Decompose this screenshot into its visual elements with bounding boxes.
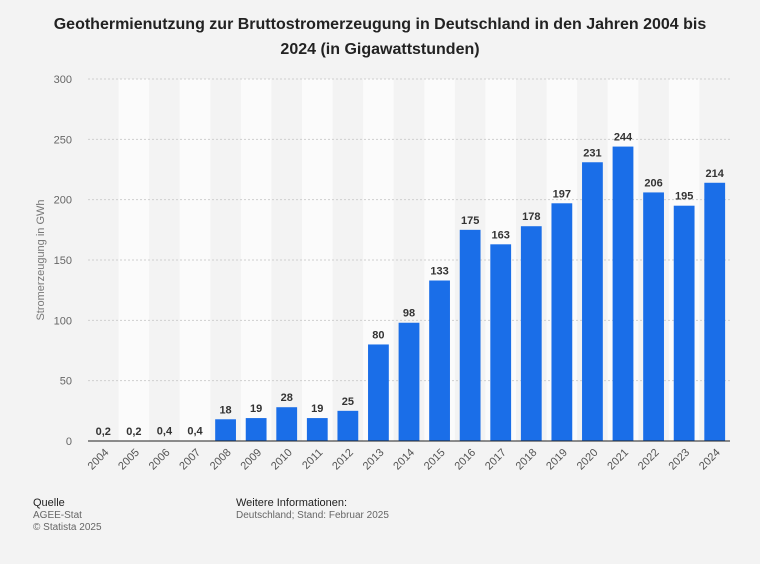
bar-chart: 0 50 100 150 200 250 300 0,2 0,2 0,4 0,4 18 19 28 19 25… [35,74,730,473]
x-tick-label: 2005 [116,447,142,473]
x-tick-label: 2012 [330,447,356,473]
x-tick-label: 2017 [483,447,509,473]
data-label: 25 [342,396,354,408]
data-label: 206 [644,177,662,189]
data-label: 28 [281,392,293,404]
y-tick-label: 0 [66,436,72,448]
x-tick-label: 2008 [208,447,234,473]
x-tick-label: 2022 [636,447,662,473]
y-tick-label: 300 [54,74,72,86]
data-label: 0,2 [96,426,111,438]
data-label: 195 [675,191,693,203]
y-axis-label: Stromerzeugung in GWh [35,199,47,320]
data-label: 98 [403,308,415,320]
source-line-2: © Statista 2025 [33,522,102,533]
x-tick-label: 2021 [605,447,631,473]
x-tick-label: 2020 [575,447,601,473]
x-tick-label: 2011 [300,447,325,472]
data-label: 214 [706,168,725,180]
data-label: 197 [553,188,571,200]
x-tick-label: 2006 [147,447,173,473]
bar [704,182,726,442]
bar [276,407,298,441]
y-tick-label: 200 [54,195,72,207]
x-tick-label: 2004 [86,447,112,473]
data-label: 175 [461,215,479,227]
x-tick-label: 2014 [391,447,417,473]
bar [551,203,573,441]
data-label: 178 [522,211,540,223]
bar [245,418,267,441]
chart-title: Geothermienutzung zur Bruttostromerzeugu… [53,16,707,58]
bar [368,344,389,441]
bar [398,322,420,441]
bar [215,419,236,441]
y-tick-label: 250 [54,134,72,146]
x-tick-label: 2019 [544,447,570,473]
info-heading: Weitere Informationen: [236,497,348,509]
source-line-1: AGEE-Stat [33,510,82,521]
data-label: 19 [311,403,323,415]
x-tick-label: 2023 [666,447,692,473]
x-tick-label: 2024 [697,447,723,473]
y-tick-label: 150 [54,255,72,267]
bar [459,229,481,441]
bar [490,244,512,441]
bar [429,280,450,441]
bar [582,162,603,441]
bar [673,205,695,441]
x-tick-label: 2007 [177,447,203,473]
data-label: 133 [430,266,448,278]
data-label: 18 [219,404,231,416]
bar [306,418,328,441]
x-tick-label: 2015 [422,447,448,473]
data-label: 0,4 [187,426,203,438]
bar [520,226,542,441]
data-label: 19 [250,403,262,415]
bar [643,192,664,441]
x-tick-label: 2016 [452,447,478,473]
data-label: 231 [583,147,601,159]
y-tick-label: 50 [60,376,72,388]
bar [337,410,359,441]
y-tick-label: 100 [54,315,72,327]
x-tick-label: 2010 [269,447,295,473]
info-text: Deutschland; Stand: Februar 2025 [236,510,389,521]
x-tick-label: 2009 [238,447,264,473]
bar [612,146,634,441]
data-label: 244 [614,132,633,144]
x-tick-label: 2013 [361,447,387,473]
x-tick-label: 2018 [514,447,540,473]
source-heading: Quelle [33,497,65,509]
data-label: 0,2 [126,426,141,438]
data-label: 0,4 [157,426,173,438]
data-label: 80 [372,329,384,341]
data-label: 163 [492,229,510,241]
